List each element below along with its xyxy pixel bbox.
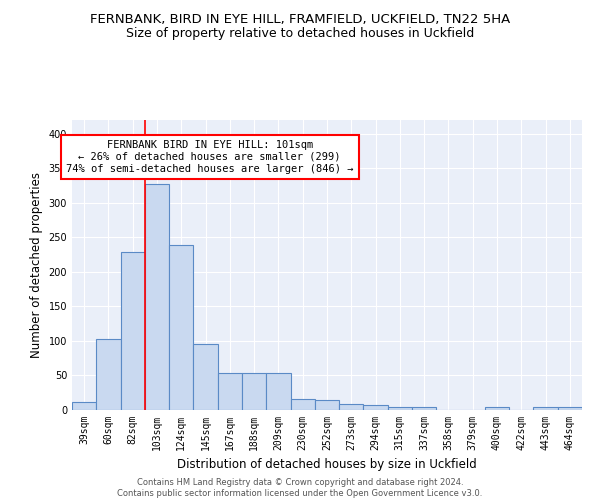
Text: FERNBANK BIRD IN EYE HILL: 101sqm
← 26% of detached houses are smaller (299)
74%: FERNBANK BIRD IN EYE HILL: 101sqm ← 26% … — [66, 140, 353, 173]
Bar — [388, 407, 412, 410]
Bar — [72, 402, 96, 410]
Bar — [96, 339, 121, 410]
Bar — [485, 407, 509, 410]
Bar — [121, 252, 145, 410]
Bar — [169, 245, 193, 410]
Bar — [193, 344, 218, 410]
Text: Contains HM Land Registry data © Crown copyright and database right 2024.
Contai: Contains HM Land Registry data © Crown c… — [118, 478, 482, 498]
Bar — [315, 400, 339, 410]
Text: FERNBANK, BIRD IN EYE HILL, FRAMFIELD, UCKFIELD, TN22 5HA: FERNBANK, BIRD IN EYE HILL, FRAMFIELD, U… — [90, 12, 510, 26]
Bar — [412, 407, 436, 410]
Bar — [242, 372, 266, 410]
Bar — [558, 407, 582, 410]
Bar — [533, 407, 558, 410]
Bar — [218, 372, 242, 410]
X-axis label: Distribution of detached houses by size in Uckfield: Distribution of detached houses by size … — [177, 458, 477, 471]
Bar — [266, 372, 290, 410]
Bar — [339, 404, 364, 410]
Bar — [290, 399, 315, 410]
Bar — [145, 184, 169, 410]
Text: Size of property relative to detached houses in Uckfield: Size of property relative to detached ho… — [126, 28, 474, 40]
Bar — [364, 405, 388, 410]
Y-axis label: Number of detached properties: Number of detached properties — [30, 172, 43, 358]
